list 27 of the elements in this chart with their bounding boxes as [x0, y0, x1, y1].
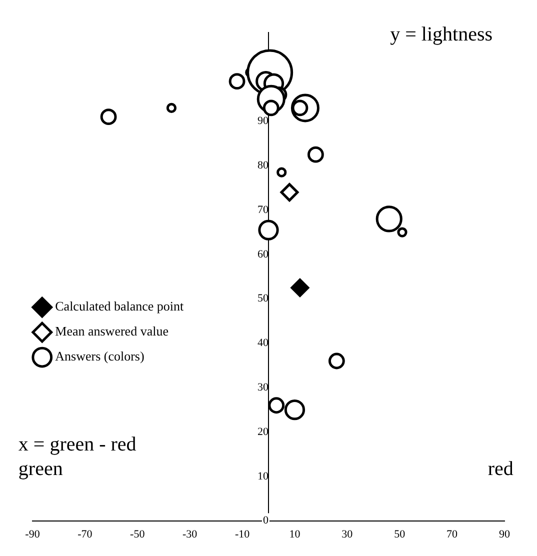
- x-tick-label: -10: [234, 528, 250, 540]
- x-tick-label: -50: [130, 528, 146, 540]
- y-tick-label: 90: [258, 115, 269, 128]
- x-tick-label: 10: [289, 528, 301, 540]
- annotation: red: [488, 458, 514, 480]
- y-tick-label: 0: [263, 514, 269, 527]
- x-tick-label: 70: [446, 528, 458, 540]
- x-tick-label: -70: [78, 528, 93, 540]
- x-tick-label: -90: [25, 528, 40, 540]
- legend-label: Answers (colors): [55, 348, 144, 364]
- y-tick-label: 80: [258, 160, 269, 172]
- x-tick-label: -30: [182, 528, 198, 540]
- annotation: x = green - red: [18, 434, 136, 456]
- annotation: green: [18, 458, 63, 480]
- y-tick-label: 10: [258, 470, 269, 482]
- y-tick-label: 60: [258, 248, 269, 260]
- y-tick-label: 30: [258, 382, 269, 394]
- x-tick-label: 30: [342, 528, 354, 540]
- y-tick-label: 70: [258, 204, 269, 216]
- y-tick-label: 40: [258, 337, 269, 350]
- legend-label: Calculated balance point: [55, 298, 184, 314]
- y-tick-label: 20: [258, 426, 269, 438]
- annotation: y = lightness: [390, 23, 493, 46]
- y-tick-label: 50: [258, 292, 269, 305]
- legend-label: Mean answered value: [55, 324, 169, 339]
- x-tick-label: 90: [499, 528, 510, 540]
- x-tick-label: 50: [394, 528, 406, 540]
